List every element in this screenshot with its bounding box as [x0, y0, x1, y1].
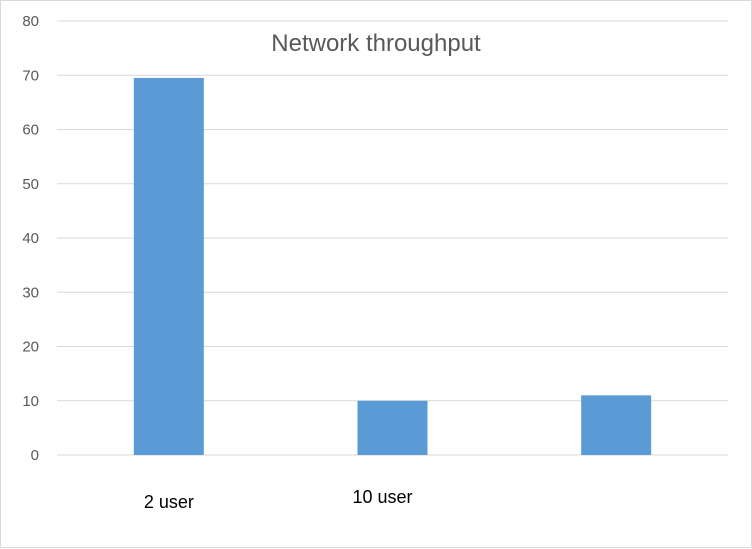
chart-title: Network throughput — [271, 30, 481, 57]
y-tick-label: 40 — [22, 230, 39, 247]
y-tick-label: 70 — [22, 67, 39, 84]
y-tick-label: 50 — [22, 176, 39, 193]
bars — [133, 77, 652, 456]
category-labels: 2 user 10 user — [144, 487, 413, 512]
category-label-2: 10 user — [352, 487, 412, 507]
bar-1 — [133, 77, 204, 456]
category-label-1: 2 user — [144, 492, 194, 512]
y-axis-ticks: 0 10 20 30 40 50 60 70 80 — [22, 13, 39, 464]
y-tick-label: 10 — [22, 393, 39, 410]
bar-2 — [357, 400, 428, 455]
y-tick-label: 0 — [31, 447, 39, 464]
y-tick-label: 20 — [22, 339, 39, 356]
y-tick-label: 80 — [22, 13, 39, 30]
y-tick-label: 30 — [22, 284, 39, 301]
bar-3 — [581, 395, 652, 455]
y-tick-label: 60 — [22, 122, 39, 139]
